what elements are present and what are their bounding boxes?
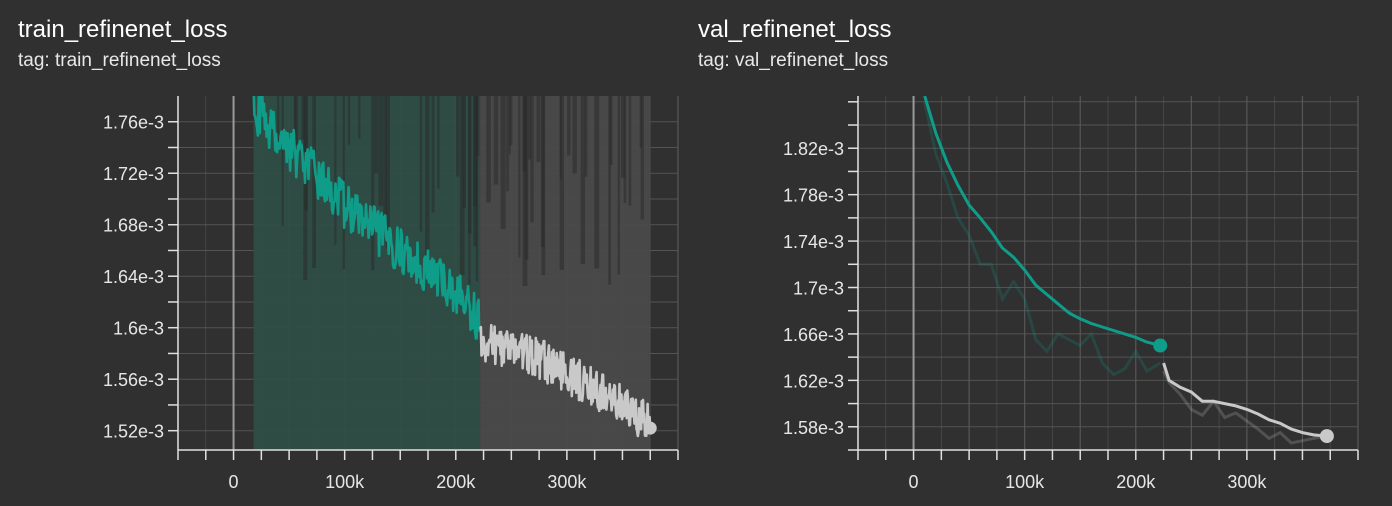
val-loss-plot[interactable]: 0 100k 200k 300k 1.58e-3 1.62e-3 1.66e-3 1.7e-3… xyxy=(680,0,1370,506)
chart-title: val_refinenet_loss xyxy=(698,16,892,43)
y-tick-label: 1.62e-3 xyxy=(783,371,844,391)
train-loss-plot[interactable]: 0 100k 200k 300k 1.52e-3 1.56e-3 1.6e-3 1.64e-3… xyxy=(0,0,690,506)
chart-title: train_refinenet_loss xyxy=(18,16,228,43)
y-tick-label: 1.68e-3 xyxy=(103,216,164,236)
series-line xyxy=(923,96,1161,347)
y-tick-label: 1.58e-3 xyxy=(783,418,844,438)
x-tick-label: 0 xyxy=(909,472,919,492)
series-raw-line xyxy=(1162,370,1328,445)
y-tick-label: 1.78e-3 xyxy=(783,186,844,206)
series-line xyxy=(252,96,482,340)
x-tick-label: 100k xyxy=(325,472,365,492)
series-line xyxy=(1162,362,1328,438)
x-tick-label: 200k xyxy=(436,472,476,492)
y-tick-label: 1.66e-3 xyxy=(783,325,844,345)
y-tick-label: 1.74e-3 xyxy=(783,232,844,252)
y-tick-label: 1.64e-3 xyxy=(103,267,164,287)
series-group xyxy=(252,96,652,450)
grid-lines xyxy=(857,96,1359,451)
y-tick-label: 1.7e-3 xyxy=(793,279,844,299)
series-line xyxy=(478,323,652,438)
val-loss-card: val_refinenet_loss tag: val_refinenet_lo… xyxy=(680,0,1370,506)
chart-tag: tag: val_refinenet_loss xyxy=(698,50,889,71)
y-tick-label: 1.52e-3 xyxy=(103,422,164,442)
y-tick-label: 1.76e-3 xyxy=(103,113,164,133)
y-tick-label: 1.72e-3 xyxy=(103,164,164,184)
series-end-marker xyxy=(1319,429,1334,444)
x-tick-label: 200k xyxy=(1116,472,1156,492)
series-end-marker xyxy=(643,421,657,435)
y-tick-label: 1.56e-3 xyxy=(103,370,164,390)
x-tick-label: 300k xyxy=(1227,472,1267,492)
x-tick-label: 0 xyxy=(229,472,239,492)
x-tick-label: 300k xyxy=(547,472,587,492)
series-group xyxy=(923,96,1328,445)
y-tick-label: 1.82e-3 xyxy=(783,139,844,159)
axes: 0 100k 200k 300k 1.58e-3 1.62e-3 1.66e-3 1.7e-3… xyxy=(783,96,1359,492)
x-tick-label: 100k xyxy=(1005,472,1045,492)
series-end-marker xyxy=(1153,338,1168,353)
y-tick-label: 1.6e-3 xyxy=(113,319,164,339)
train-loss-card: train_refinenet_loss tag: train_refinene… xyxy=(0,0,690,506)
series-raw-line xyxy=(923,101,1161,377)
axes: 0 100k 200k 300k 1.52e-3 1.56e-3 1.6e-3 1.64e-3… xyxy=(103,96,679,492)
chart-tag: tag: train_refinenet_loss xyxy=(18,50,221,71)
